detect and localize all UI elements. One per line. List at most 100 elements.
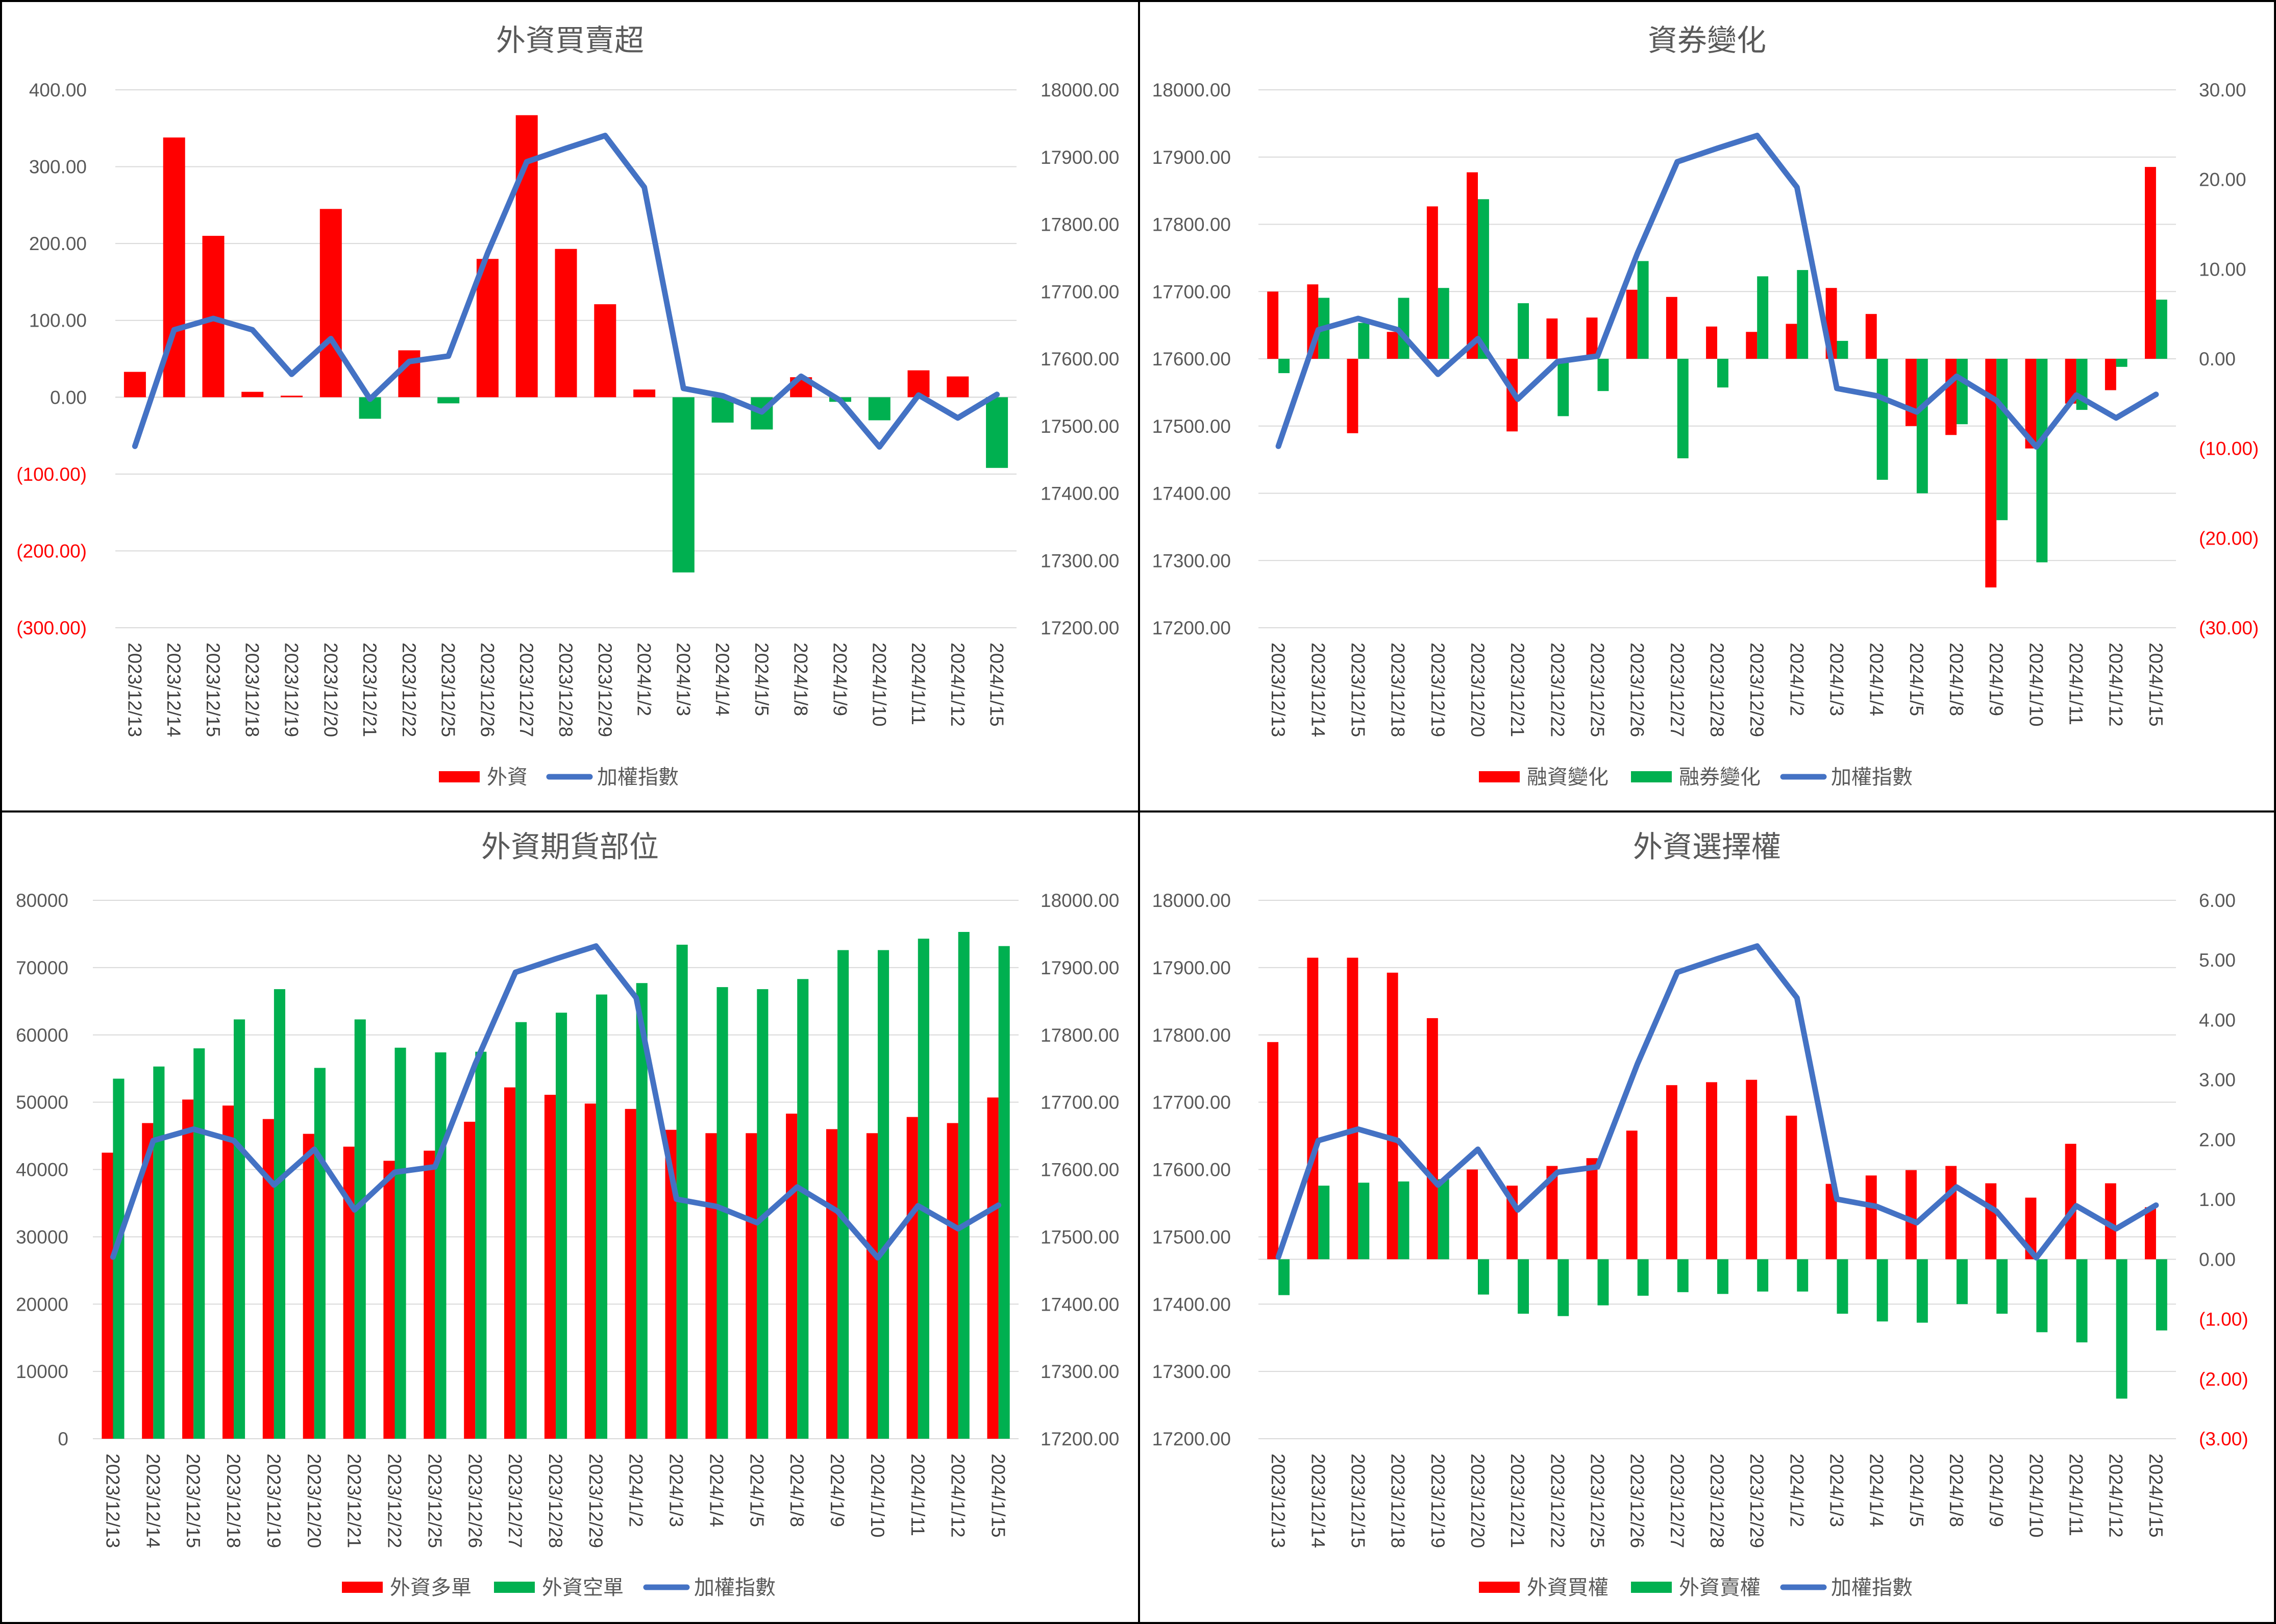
- y-tick-label: (200.00): [16, 540, 87, 561]
- y2-tick-label: 17700.00: [1041, 1092, 1119, 1113]
- bar-外資賣權-2024/1/5: [1916, 1259, 1928, 1323]
- bar-外資賣權-2024/1/2: [1797, 1259, 1809, 1292]
- y-tick-label: 18000.00: [1152, 80, 1231, 101]
- y-tick-label: 300.00: [29, 157, 87, 178]
- x-category-label: 2024/1/9: [830, 643, 851, 716]
- bar-外資買權-2023/12/25: [1586, 1158, 1598, 1260]
- bar-外資賣權-2023/12/18: [1398, 1181, 1409, 1260]
- bar-外資多單-2024/1/2: [625, 1109, 636, 1439]
- bar-外資多單-2023/12/26: [464, 1121, 476, 1439]
- x-category-label: 2023/12/13: [102, 1454, 123, 1548]
- bar-融券變化-2023/12/18: [1398, 298, 1409, 359]
- bar-外資-2024/1/3: [672, 397, 695, 573]
- bar-融券變化-2024/1/12: [2116, 359, 2127, 367]
- bar-融券變化-2023/12/22: [1557, 359, 1569, 416]
- line-series-index: [1275, 133, 2159, 450]
- bar-融資變化-2023/12/15: [1347, 359, 1358, 433]
- bar-外資-2023/12/29: [594, 304, 616, 398]
- line-series-index: [132, 133, 1000, 450]
- x-category-label: 2024/1/4: [1866, 643, 1887, 716]
- x-category-label: 2023/12/26: [464, 1454, 485, 1548]
- bar-融券變化-2023/12/28: [1717, 359, 1728, 388]
- bar-外資多單-2023/12/14: [142, 1123, 154, 1439]
- x-category-label: 2023/12/29: [1746, 1454, 1767, 1548]
- bar-外資多單-2024/1/10: [866, 1133, 878, 1439]
- bar-外資買權-2024/1/4: [1865, 1175, 1877, 1260]
- bar-外資多單-2023/12/18: [222, 1105, 234, 1439]
- x-category-label: 2023/12/28: [1706, 643, 1727, 737]
- y2-tick-label: 17200.00: [1041, 1429, 1119, 1449]
- x-category-label: 2024/1/10: [867, 1454, 888, 1538]
- bar-外資-2023/12/26: [476, 259, 499, 398]
- y2-tick-label: 17200.00: [1041, 618, 1119, 638]
- bar-外資賣權-2024/1/4: [1876, 1259, 1888, 1322]
- bar-外資賣權-2023/12/13: [1278, 1259, 1290, 1295]
- y-tick-label: (100.00): [16, 464, 87, 485]
- y-tick-label: 70000: [16, 957, 68, 978]
- bar-融資變化-2024/1/8: [1945, 359, 1957, 435]
- bar-融券變化-2023/12/19: [1438, 288, 1449, 359]
- y2-tick-label: 3.00: [2199, 1070, 2236, 1091]
- x-category-label: 2023/12/25: [424, 1454, 445, 1548]
- bar-外資-2024/1/10: [868, 397, 890, 421]
- y2-tick-label: (1.00): [2199, 1309, 2248, 1330]
- x-category-label: 2023/12/15: [183, 1454, 204, 1548]
- bar-外資空單-2023/12/14: [153, 1066, 165, 1439]
- panel-foreign-options: 外資選擇權 18000.00 17900.00 17800.00 17700.00 17…: [1140, 813, 2274, 1622]
- bar-融資變化-2023/12/25: [1586, 317, 1598, 359]
- y-tick-label: 30000: [16, 1226, 68, 1247]
- x-category-label: 2023/12/15: [203, 643, 224, 737]
- y2-tick-label: 2.00: [2199, 1129, 2236, 1150]
- y-tick-label: 17300.00: [1152, 1361, 1231, 1382]
- y2-tick-label: 17800.00: [1041, 1025, 1119, 1046]
- bar-外資買權-2023/12/19: [1426, 1018, 1438, 1260]
- x-category-label: 2023/12/15: [1347, 1454, 1368, 1548]
- bar-外資多單-2024/1/11: [906, 1117, 918, 1439]
- x-category-label: 2023/12/29: [585, 1454, 606, 1548]
- y-tick-label: 40000: [16, 1160, 68, 1180]
- y2-tick-label: 17600.00: [1041, 349, 1119, 370]
- bar-外資空單-2023/12/25: [435, 1052, 447, 1439]
- bar-外資多單-2024/1/9: [826, 1129, 838, 1439]
- y2-tick-label: 17500.00: [1041, 1226, 1119, 1247]
- y2-tick-label: 18000.00: [1041, 890, 1119, 911]
- x-category-label: 2023/12/19: [281, 643, 302, 737]
- bar-外資賣權-2024/1/15: [2156, 1259, 2167, 1331]
- bar-外資空單-2023/12/26: [475, 1051, 487, 1439]
- x-category-label: 2023/12/29: [595, 643, 615, 737]
- chart-margin-short-change: 資券變化 18000.00 17900.00 17800.00 17700.00 176…: [1152, 23, 2259, 789]
- x-category-label: 2023/12/22: [399, 643, 419, 737]
- bar-外資賣權-2023/12/19: [1438, 1179, 1449, 1260]
- x-category-label: 2023/12/27: [516, 643, 537, 737]
- bar-外資賣權-2023/12/22: [1557, 1259, 1569, 1316]
- bar-外資買權-2023/12/28: [1706, 1082, 1717, 1260]
- x-category-label: 2024/1/5: [1906, 643, 1927, 716]
- y-tick-label: 60000: [16, 1025, 68, 1046]
- y-tick-label: 80000: [16, 890, 68, 911]
- x-category-label: 2023/12/13: [1268, 643, 1289, 737]
- bar-融券變化-2024/1/2: [1797, 270, 1809, 359]
- chart-title: 外資期貨部位: [481, 829, 659, 864]
- bar-融資變化-2024/1/11: [2065, 359, 2076, 404]
- y-tick-label: 17200.00: [1152, 1429, 1231, 1449]
- bar-融資變化-2024/1/12: [2105, 359, 2116, 390]
- x-category-label: 2023/12/18: [242, 643, 263, 737]
- y2-tick-label: 17900.00: [1041, 147, 1119, 168]
- x-category-label: 2023/12/25: [438, 643, 459, 737]
- x-category-label: 2023/12/25: [1587, 643, 1608, 737]
- x-category-label: 2023/12/22: [1547, 1454, 1568, 1548]
- x-category-label: 2024/1/12: [2106, 1454, 2126, 1538]
- bar-外資買權-2023/12/18: [1387, 972, 1398, 1260]
- legend-swatch-bar: [1631, 1582, 1672, 1593]
- bar-外資買權-2024/1/2: [1786, 1116, 1797, 1260]
- bar-融券變化-2023/12/13: [1278, 359, 1290, 374]
- bar-外資賣權-2023/12/26: [1637, 1259, 1649, 1296]
- x-category-label: 2023/12/22: [384, 1454, 405, 1548]
- x-category-label: 2023/12/29: [1746, 643, 1767, 737]
- chart-foreign-futures-position: 外資期貨部位 80000 70000 60000 50000 40000 30000 200…: [16, 829, 1119, 1600]
- y-tick-label: 20000: [16, 1294, 68, 1315]
- x-category-label: 2024/1/15: [2145, 643, 2166, 727]
- x-category-label: 2024/1/5: [746, 1454, 767, 1527]
- bar-外資空單-2024/1/12: [958, 932, 970, 1439]
- bar-外資買權-2023/12/14: [1307, 957, 1319, 1260]
